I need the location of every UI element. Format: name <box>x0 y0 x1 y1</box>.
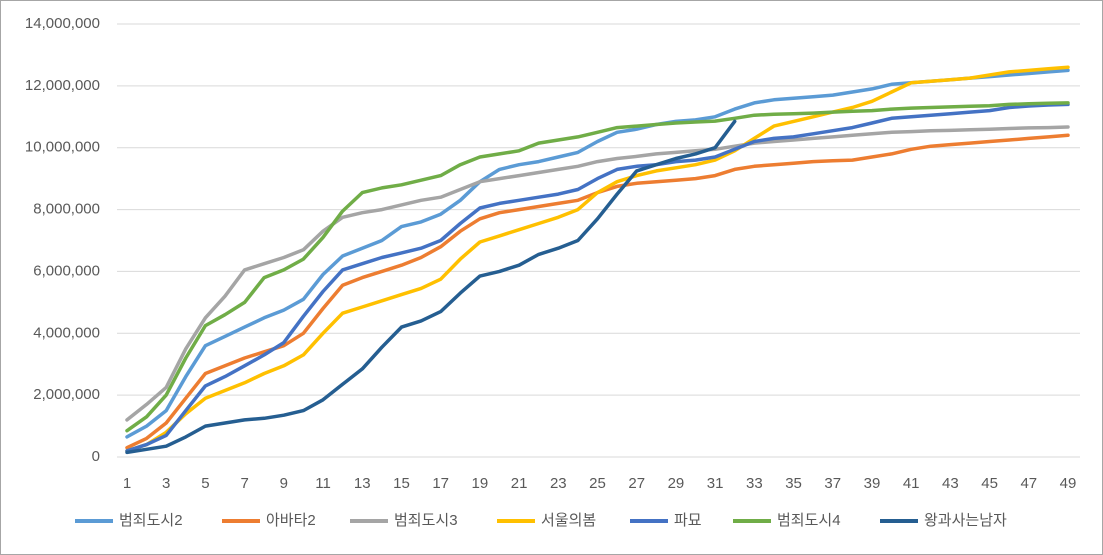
y-tick-label: 4,000,000 <box>33 324 100 341</box>
x-tick-label: 23 <box>550 475 567 492</box>
x-tick-label: 41 <box>903 475 920 492</box>
x-tick-label: 47 <box>1020 475 1037 492</box>
x-tick-label: 9 <box>280 475 288 492</box>
x-tick-label: 5 <box>201 475 209 492</box>
x-tick-label: 3 <box>162 475 170 492</box>
x-tick-label: 37 <box>824 475 841 492</box>
y-tick-label: 8,000,000 <box>33 201 100 218</box>
series-line <box>125 102 1070 453</box>
y-tick-label: 2,000,000 <box>33 386 100 403</box>
legend-label: 왕과사는남자 <box>924 512 1007 529</box>
series-line <box>125 65 1070 453</box>
x-tick-label: 31 <box>707 475 724 492</box>
x-tick-label: 15 <box>393 475 410 492</box>
legend-label: 서울의봄 <box>541 512 596 529</box>
x-tick-label: 19 <box>472 475 489 492</box>
x-tick-label: 49 <box>1060 475 1077 492</box>
y-tick-label: 6,000,000 <box>33 262 100 279</box>
x-tick-label: 27 <box>628 475 645 492</box>
x-tick-label: 21 <box>511 475 528 492</box>
x-tick-label: 7 <box>240 475 248 492</box>
x-tick-label: 13 <box>354 475 371 492</box>
x-tick-label: 1 <box>123 475 131 492</box>
legend-label: 파묘 <box>674 512 702 529</box>
x-tick-label: 33 <box>746 475 763 492</box>
x-tick-label: 29 <box>668 475 685 492</box>
series-line <box>125 101 1070 433</box>
x-tick-label: 43 <box>942 475 959 492</box>
x-tick-label: 35 <box>785 475 802 492</box>
legend-label: 범죄도시4 <box>777 512 841 529</box>
x-tick-label: 25 <box>589 475 606 492</box>
x-tick-label: 17 <box>432 475 449 492</box>
y-tick-label: 12,000,000 <box>25 77 100 94</box>
series-line <box>125 119 737 455</box>
legend-label: 아바타2 <box>266 512 316 529</box>
y-tick-label: 14,000,000 <box>25 15 100 32</box>
series-line <box>125 125 1070 422</box>
legend-label: 범죄도시3 <box>394 512 458 529</box>
x-tick-label: 11 <box>315 475 331 492</box>
x-tick-label: 45 <box>981 475 998 492</box>
y-tick-label: 0 <box>92 448 100 465</box>
x-tick-label: 39 <box>864 475 881 492</box>
y-tick-label: 10,000,000 <box>25 139 100 156</box>
legend-label: 범죄도시2 <box>119 512 183 529</box>
